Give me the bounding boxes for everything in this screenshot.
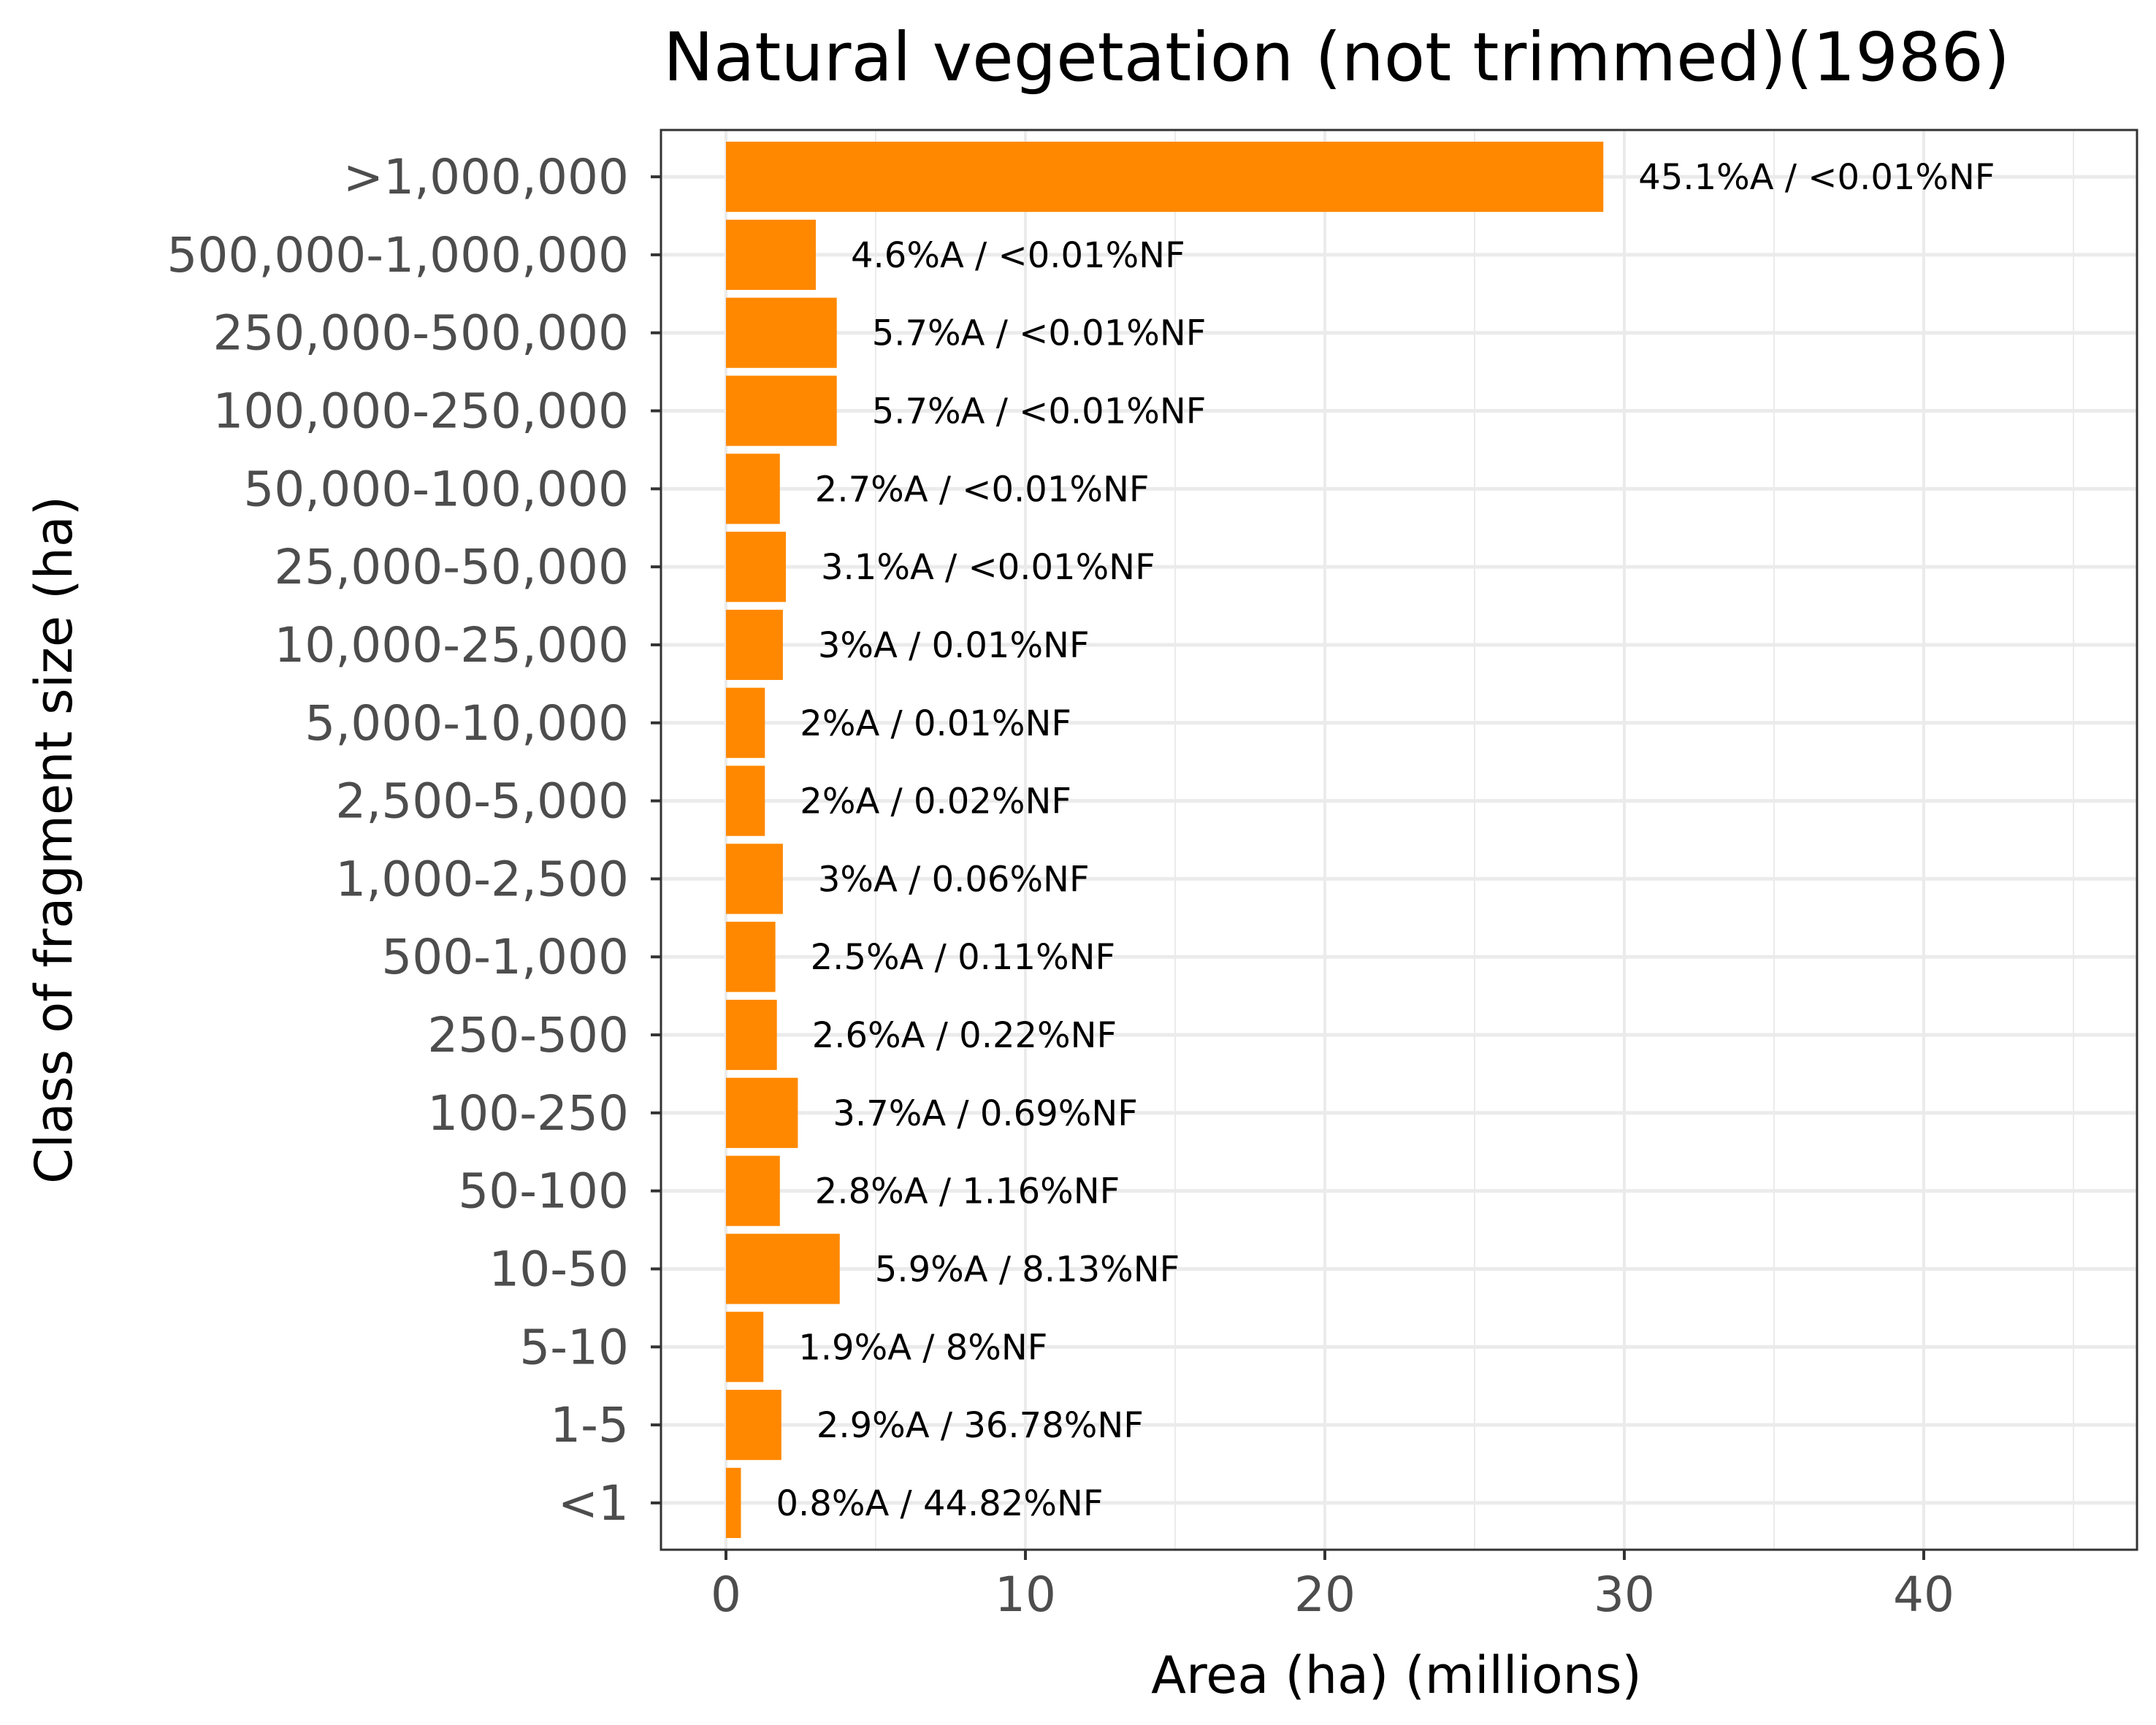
bar-data-label: 3%A / 0.06%NF xyxy=(818,859,1090,900)
bar xyxy=(726,922,776,992)
x-tick-label: 10 xyxy=(995,1567,1056,1623)
x-axis-title: Area (ha) (millions) xyxy=(1151,1645,1642,1705)
bar-data-label: 3.1%A / <0.01%NF xyxy=(821,547,1155,588)
bar-data-label: 2%A / 0.02%NF xyxy=(800,781,1071,822)
bar-data-label: 2.7%A / <0.01%NF xyxy=(815,469,1150,510)
y-tick-label: 5-10 xyxy=(519,1319,629,1375)
y-tick-label: 250-500 xyxy=(427,1007,629,1063)
bar-data-label: 5.7%A / <0.01%NF xyxy=(872,313,1207,354)
y-tick-label: 250,000-500,000 xyxy=(213,305,629,362)
bar xyxy=(726,219,816,290)
plot-panel-border xyxy=(660,129,2138,1551)
bar-data-label: 2.8%A / 1.16%NF xyxy=(815,1171,1120,1212)
y-tick-label: 2,500-5,000 xyxy=(335,773,629,830)
bar xyxy=(726,1077,798,1148)
bar-data-label: 0.8%A / 44.82%NF xyxy=(776,1483,1104,1524)
bar-data-label: 5.7%A / <0.01%NF xyxy=(872,391,1207,432)
y-axis: >1,000,000 500,000-1,000,000 250,000-500,0… xyxy=(167,149,661,1531)
bar xyxy=(726,1467,741,1538)
bar xyxy=(726,1155,780,1226)
bar xyxy=(726,375,837,446)
x-tick-label: 20 xyxy=(1294,1567,1356,1623)
bar-data-label: 2.9%A / 36.78%NF xyxy=(817,1405,1144,1446)
y-tick-label: 50-100 xyxy=(458,1163,629,1220)
bar xyxy=(726,297,837,368)
y-tick-label: 500,000-1,000,000 xyxy=(167,227,629,283)
bar xyxy=(726,1390,781,1461)
bar-data-label: 2.6%A / 0.22%NF xyxy=(812,1015,1117,1056)
y-tick-label: 10-50 xyxy=(489,1241,629,1297)
bar xyxy=(726,687,765,758)
x-tick-label: 40 xyxy=(1893,1567,1954,1623)
y-tick-label: 1,000-2,500 xyxy=(335,851,629,907)
y-tick-label: 100-250 xyxy=(427,1085,629,1141)
bar-data-label: 4.6%A / <0.01%NF xyxy=(851,235,1185,276)
chart-title: Natural vegetation (not trimmed)(1986) xyxy=(663,18,2010,96)
x-tick-label: 0 xyxy=(711,1567,741,1623)
x-axis: 0 10 20 30 40 xyxy=(711,1550,1954,1623)
bar xyxy=(726,1312,764,1382)
bars xyxy=(726,142,1604,1538)
bar xyxy=(726,142,1604,213)
y-tick-label: >1,000,000 xyxy=(343,149,629,205)
bar-data-label: 3.7%A / 0.69%NF xyxy=(833,1093,1137,1134)
bar xyxy=(726,454,780,524)
bar-data-label: 2%A / 0.01%NF xyxy=(800,703,1071,744)
bar-data-label: 1.9%A / 8%NF xyxy=(798,1327,1047,1368)
bar-data-label: 3%A / 0.01%NF xyxy=(818,625,1090,666)
bar xyxy=(726,765,765,836)
y-tick-label: 10,000-25,000 xyxy=(274,617,629,673)
y-tick-label: <1 xyxy=(558,1475,629,1531)
data-labels: 45.1%A / <0.01%NF 4.6%A / <0.01%NF 5.7%A /… xyxy=(776,157,1995,1524)
y-tick-label: 50,000-100,000 xyxy=(243,461,629,517)
x-tick-label: 30 xyxy=(1594,1567,1655,1623)
bar-data-label: 2.5%A / 0.11%NF xyxy=(811,937,1115,978)
y-tick-label: 1-5 xyxy=(550,1397,629,1453)
y-axis-title: Class of fragment size (ha) xyxy=(24,496,84,1184)
bar xyxy=(726,999,777,1071)
bar-data-label: 5.9%A / 8.13%NF xyxy=(875,1249,1180,1290)
y-tick-label: 500-1,000 xyxy=(381,929,629,985)
y-tick-label: 25,000-50,000 xyxy=(274,539,629,595)
bar-data-label: 45.1%A / <0.01%NF xyxy=(1638,157,1995,198)
y-tick-label: 100,000-250,000 xyxy=(213,383,629,440)
bar xyxy=(726,1233,840,1304)
bar xyxy=(726,609,783,681)
bar xyxy=(726,532,786,603)
bar xyxy=(726,844,783,914)
y-tick-label: 5,000-10,000 xyxy=(305,695,629,751)
